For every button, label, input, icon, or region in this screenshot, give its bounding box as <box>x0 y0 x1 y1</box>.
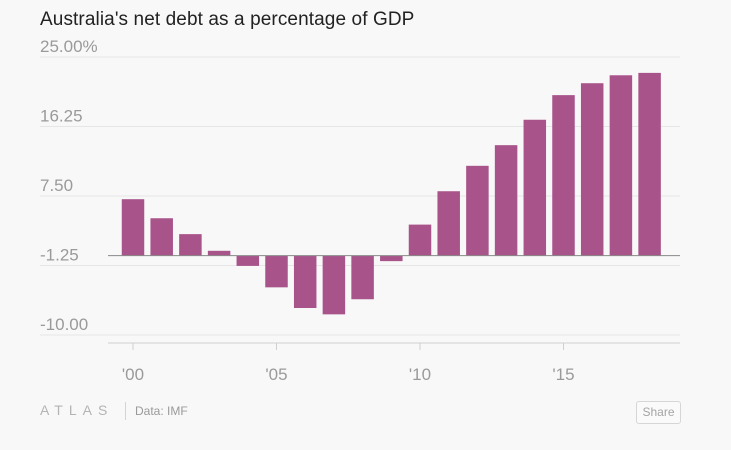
y-tick-label: 25.00% <box>40 37 98 56</box>
y-tick-label: 7.50 <box>40 176 73 195</box>
bar-2004[interactable] <box>236 255 260 266</box>
data-source: Data: IMF <box>135 404 188 418</box>
bar-2009[interactable] <box>380 255 403 262</box>
tick-labels: 25.00% 16.25 7.50 -1.25 -10.00 '00 '05 '10 '15 <box>40 37 575 384</box>
bar-2005[interactable] <box>265 255 288 288</box>
bar-2013[interactable] <box>494 145 518 256</box>
y-tick-label: -10.00 <box>40 315 88 334</box>
bars <box>121 72 661 315</box>
bar-2007[interactable] <box>322 255 346 315</box>
atlas-logo[interactable]: ATLAS <box>40 402 114 418</box>
share-button[interactable]: Share <box>636 401 681 424</box>
y-tick-label: 16.25 <box>40 107 83 126</box>
bar-2012[interactable] <box>466 165 489 256</box>
x-tick-label: '15 <box>552 365 574 384</box>
x-tick-label: '10 <box>409 365 431 384</box>
bar-2001[interactable] <box>150 218 173 256</box>
bar-2002[interactable] <box>179 234 202 256</box>
bar-2016[interactable] <box>580 83 604 256</box>
bar-2000[interactable] <box>121 199 145 256</box>
x-tick-label: '00 <box>122 365 144 384</box>
bar-2003[interactable] <box>207 250 231 256</box>
footer-divider <box>125 402 126 420</box>
x-tick-label: '05 <box>265 365 287 384</box>
bar-2011[interactable] <box>437 191 460 256</box>
chart-title: Australia's net debt as a percentage of … <box>40 9 415 30</box>
bar-2018[interactable] <box>638 72 661 256</box>
bar-2006[interactable] <box>293 255 317 308</box>
y-tick-label: -1.25 <box>40 246 79 265</box>
bar-2014[interactable] <box>523 119 547 256</box>
axes <box>108 255 680 350</box>
bar-2008[interactable] <box>351 255 374 300</box>
bar-2015[interactable] <box>552 95 575 256</box>
bar-2010[interactable] <box>408 224 432 256</box>
bar-2017[interactable] <box>609 75 633 256</box>
